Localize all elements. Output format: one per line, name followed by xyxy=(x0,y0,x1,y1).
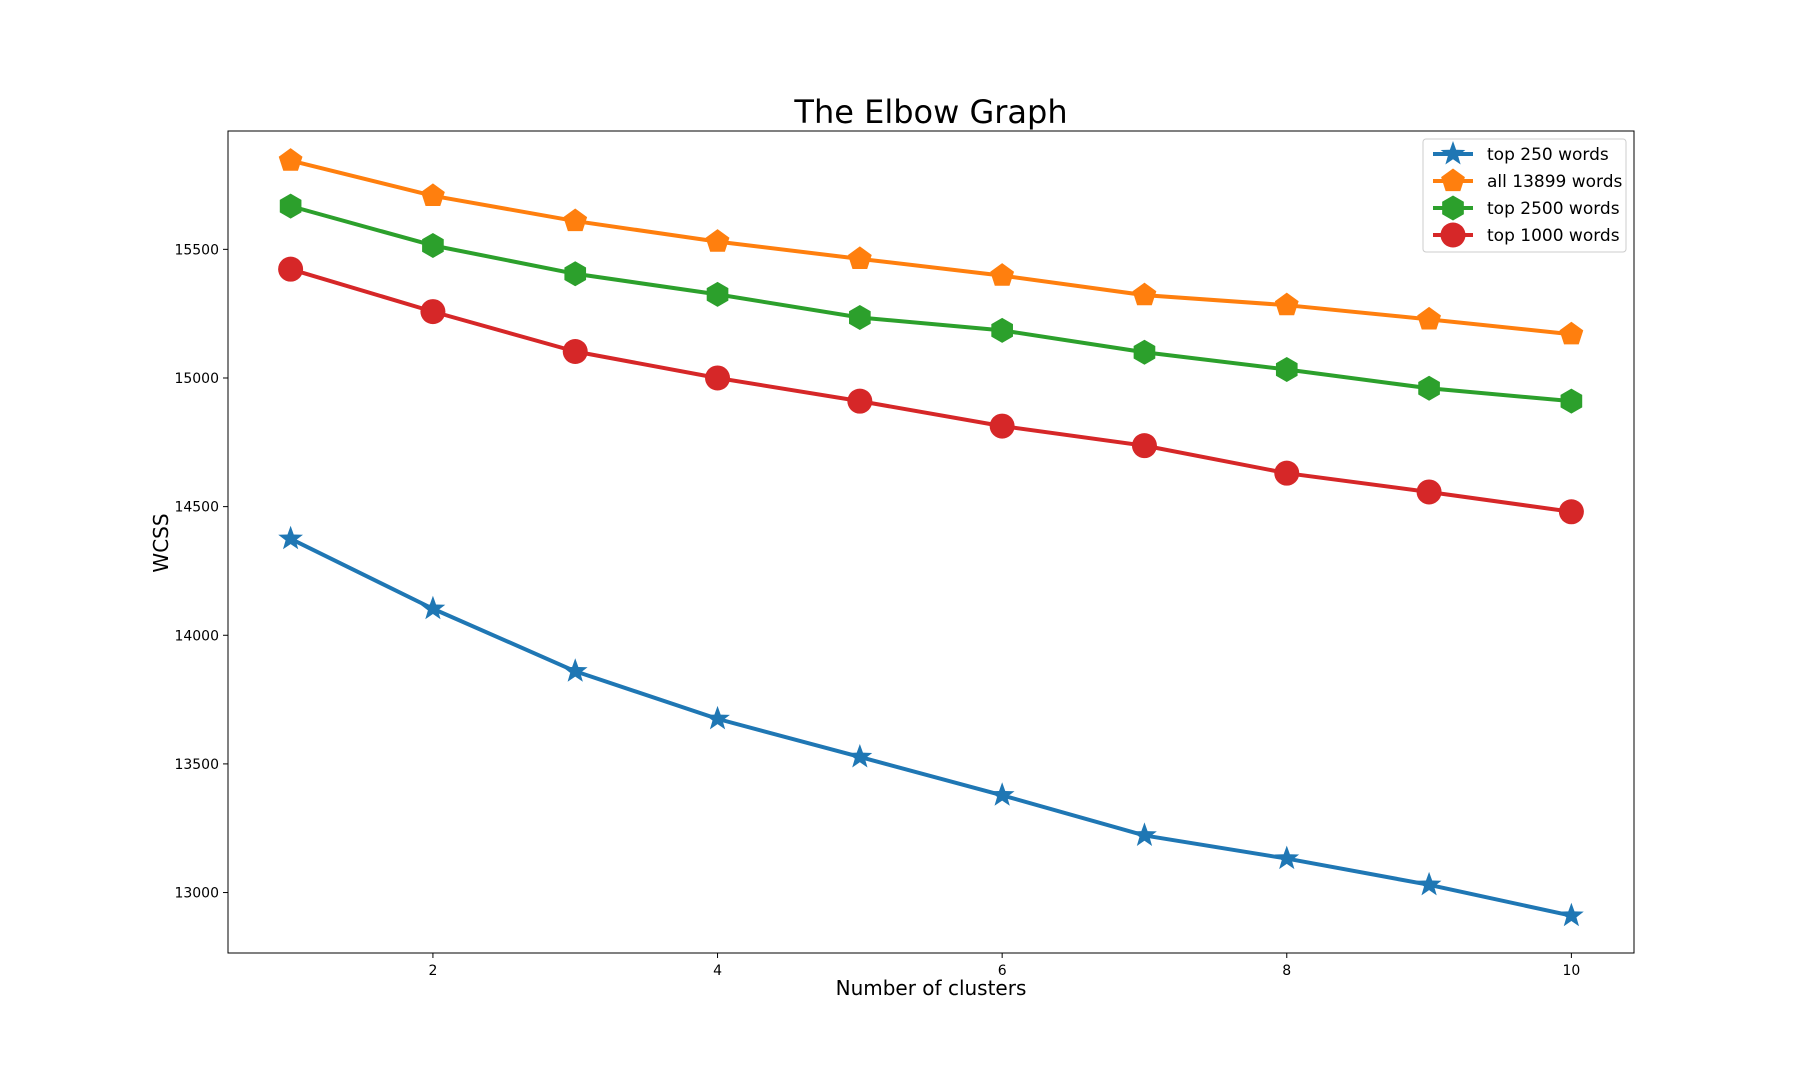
data-point xyxy=(1418,375,1440,401)
data-point xyxy=(1416,479,1442,505)
data-point xyxy=(1558,499,1584,525)
data-point xyxy=(421,183,445,206)
x-tick-label: 2 xyxy=(428,963,437,979)
legend-item: top 1000 words xyxy=(1433,222,1620,248)
x-tick-label: 4 xyxy=(713,963,722,979)
legend-item: top 250 words xyxy=(1433,141,1609,165)
data-point xyxy=(705,229,730,252)
y-tick-label: 14000 xyxy=(174,628,219,644)
y-tick-label: 15500 xyxy=(174,242,219,258)
legend-label: top 1000 words xyxy=(1487,226,1620,246)
data-point xyxy=(989,782,1015,806)
data-point xyxy=(1559,321,1584,345)
data-point xyxy=(847,388,873,414)
series-top-250-words xyxy=(278,525,1584,927)
series-line xyxy=(288,158,1574,337)
series-all-13899-words xyxy=(278,148,1584,345)
data-point xyxy=(1274,292,1299,316)
data-point xyxy=(1131,433,1157,459)
legend-item: top 2500 words xyxy=(1433,195,1620,221)
x-axis-label: Number of clusters xyxy=(836,976,1027,1000)
data-point xyxy=(420,595,446,620)
data-point xyxy=(1274,845,1300,870)
data-point xyxy=(1560,388,1583,414)
series-lines xyxy=(278,148,1584,927)
series-line xyxy=(288,267,1574,514)
data-point xyxy=(991,317,1013,343)
legend-box xyxy=(1422,138,1627,253)
y-axis-label: WCSS xyxy=(149,513,173,572)
y-tick-label: 13500 xyxy=(174,757,219,773)
y-tick-label: 13000 xyxy=(174,886,219,902)
data-point xyxy=(1274,460,1300,486)
legend: top 250 words all 13899 words top 2500 wor… xyxy=(1422,138,1627,253)
legend-label: all 13899 words xyxy=(1487,172,1623,192)
y-tick-label: 14500 xyxy=(174,500,219,516)
data-point xyxy=(279,193,302,219)
legend-label: top 250 words xyxy=(1487,145,1609,165)
series-top-2500-words xyxy=(279,193,1583,414)
data-point xyxy=(562,658,588,682)
data-point xyxy=(564,261,587,287)
y-tick-label: 15000 xyxy=(174,371,219,387)
x-tick-label: 10 xyxy=(1562,963,1580,979)
data-point xyxy=(1416,871,1442,896)
data-point xyxy=(1132,822,1157,846)
legend-marker xyxy=(1441,168,1465,192)
data-point xyxy=(706,281,729,307)
series-line xyxy=(288,204,1574,404)
data-point xyxy=(989,413,1015,439)
data-point xyxy=(847,743,873,768)
data-point xyxy=(1275,357,1298,382)
legend-marker xyxy=(1442,195,1464,221)
data-point xyxy=(420,299,446,325)
data-point xyxy=(849,305,871,331)
axis-ticks: 2 4 6 8 10 13000 13500 14000 14500 15000 15500 xyxy=(174,242,1580,979)
legend-label: top 2500 words xyxy=(1487,199,1620,219)
data-point xyxy=(705,705,730,730)
data-point xyxy=(563,208,588,232)
legend-marker xyxy=(1440,141,1466,165)
data-point xyxy=(278,256,304,282)
series-top-1000-words xyxy=(278,256,1584,525)
data-point xyxy=(1559,902,1584,927)
data-point xyxy=(705,365,731,391)
data-point xyxy=(847,246,872,269)
data-point xyxy=(562,338,588,364)
data-point xyxy=(278,148,303,171)
legend-marker xyxy=(1440,222,1466,248)
plot-area-frame xyxy=(227,130,1635,954)
data-point xyxy=(278,525,303,550)
data-point xyxy=(1417,306,1441,330)
chart-title: The Elbow Graph xyxy=(793,93,1067,131)
data-point xyxy=(1133,339,1156,365)
data-point xyxy=(422,232,444,258)
series-line xyxy=(288,536,1574,918)
data-point xyxy=(990,263,1015,286)
legend-item: all 13899 words xyxy=(1433,168,1623,192)
data-point xyxy=(1132,282,1157,306)
x-tick-label: 6 xyxy=(998,963,1007,979)
x-tick-label: 8 xyxy=(1282,963,1291,979)
